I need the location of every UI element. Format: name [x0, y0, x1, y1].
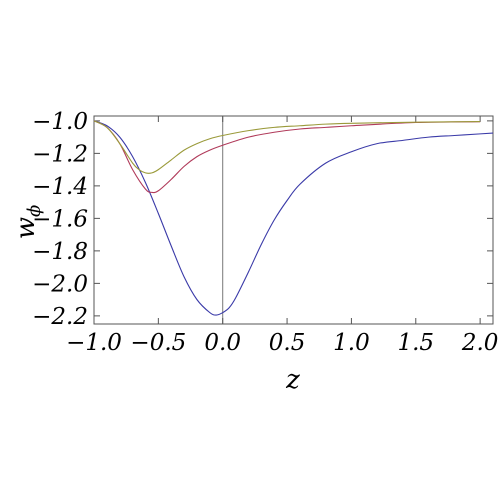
y-tick-label: −1.4	[32, 174, 88, 200]
y-tick-label: −1.2	[32, 141, 88, 167]
y-tick-label: −1.0	[32, 109, 88, 135]
series-group	[93, 120, 494, 316]
y-tick-label: −1.6	[32, 206, 88, 232]
x-tick-label: −1.0	[66, 330, 122, 356]
y-axis-label-subscript: ϕ	[24, 205, 45, 217]
x-tick-label: 0.5	[269, 330, 306, 356]
x-tick-label: 1.5	[397, 330, 434, 356]
x-tick-label: 1.0	[333, 330, 370, 356]
y-axis-label-main: w	[11, 217, 41, 239]
y-axis-label: wϕ	[11, 205, 45, 240]
series-line-1	[93, 120, 494, 316]
x-tick-label: 0.0	[204, 330, 241, 356]
x-axis-label: z	[285, 365, 300, 395]
series-line-2	[93, 120, 481, 194]
y-tick-label: −2.2	[32, 304, 88, 330]
x-tick-label: −0.5	[130, 330, 186, 356]
y-tick-label: −1.8	[32, 239, 88, 265]
x-axis: −1.0 −0.5 0.0 0.5 1.0 1.5 2.0	[66, 116, 498, 356]
plot-frame	[93, 115, 494, 325]
x-tick-label: 2.0	[461, 330, 499, 356]
series-line-3	[93, 120, 481, 174]
y-tick-label: −2.0	[32, 271, 88, 297]
y-axis: −1.0 −1.2 −1.4 −1.6 −1.8 −2.0 −2.2	[32, 109, 493, 330]
